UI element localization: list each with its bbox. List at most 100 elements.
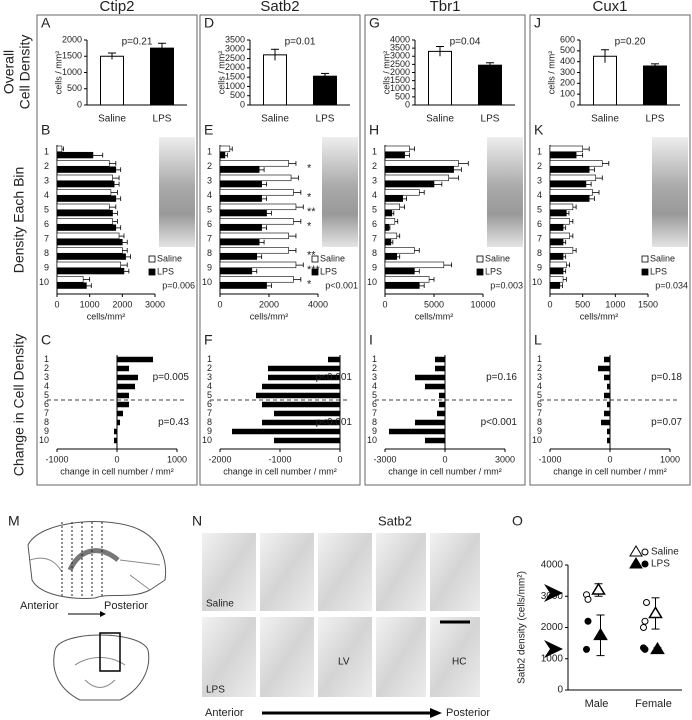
tissue-image	[318, 617, 372, 697]
bar	[117, 419, 120, 426]
bar	[313, 75, 337, 106]
bar	[56, 238, 123, 246]
y-tick-label: 6	[372, 219, 377, 229]
bar	[549, 267, 564, 275]
x-tick-label: LPS	[316, 114, 335, 125]
annotation: p<0.001	[325, 280, 358, 290]
bar	[219, 238, 260, 246]
x-tick-label: 1000	[80, 299, 100, 309]
bar	[256, 392, 340, 399]
y-tick-label: 7	[537, 234, 542, 244]
y-tick-label: 10	[39, 435, 49, 445]
panel-frame	[529, 14, 691, 486]
x-axis-label: change in cell number / mm²	[60, 466, 174, 476]
arrow-head	[544, 640, 563, 658]
panel-frame	[36, 14, 198, 486]
y-tick-label: 10	[532, 435, 542, 445]
x-tick-label: 0	[547, 299, 552, 309]
bar	[56, 232, 120, 240]
bar	[384, 267, 415, 275]
y-tick-label: 4	[537, 381, 542, 391]
x-tick-label: Saline	[591, 114, 619, 125]
x-tick-label: Saline	[426, 114, 454, 125]
y-tick-label: 1500	[62, 51, 82, 61]
y-tick-label: 4	[537, 190, 542, 200]
y-tick-label: 1500	[390, 75, 410, 85]
bar	[117, 392, 129, 399]
y-tick-label: 5	[537, 390, 542, 400]
y-axis-label: cells / mm²	[53, 51, 63, 95]
bar	[384, 174, 450, 182]
legend-label: Saline	[157, 253, 182, 263]
x-tick-label: 0	[217, 299, 222, 309]
y-tick-label: 4	[44, 381, 49, 391]
annotation: p=0.006	[162, 280, 195, 290]
y-tick-label: 3500	[225, 34, 245, 44]
arrow-head	[100, 611, 106, 617]
y-tick-label: 3	[207, 372, 212, 382]
panel-letter: G	[369, 15, 380, 31]
brain-coronal	[53, 634, 150, 701]
panel-letter: E	[204, 122, 213, 138]
bar	[601, 419, 610, 426]
point	[583, 645, 590, 653]
tissue-image	[376, 617, 426, 697]
point	[584, 595, 592, 603]
y-tick-label: 3000	[390, 51, 410, 61]
bar	[549, 145, 583, 153]
bar	[219, 166, 260, 173]
x-axis-label: change in cell number / mm²	[553, 466, 667, 476]
tissue-image	[430, 533, 480, 611]
panel-letter: J	[534, 15, 541, 31]
bar	[384, 261, 445, 269]
point	[584, 617, 592, 625]
brain-region	[67, 548, 120, 572]
panel-letter: F	[204, 332, 213, 348]
y-tick-label: 1000	[390, 83, 410, 93]
legend-swatch	[641, 255, 649, 263]
annotation: p=0.04	[450, 37, 481, 48]
bar	[549, 174, 597, 182]
bar	[117, 410, 123, 417]
bar	[607, 383, 610, 390]
legend-label: LPS	[651, 559, 670, 570]
mean-marker	[593, 627, 608, 641]
bar	[263, 54, 287, 106]
axis-label: Posterior	[446, 707, 490, 719]
bar	[439, 401, 445, 408]
bar	[219, 180, 262, 188]
bar	[56, 203, 110, 211]
x-tick-label: Saline	[261, 114, 289, 125]
legend-swatch	[311, 268, 319, 276]
tissue-image	[202, 533, 256, 611]
y-tick-label: 4000	[390, 34, 410, 44]
y-tick-label: 1000	[62, 67, 82, 77]
legend-marker	[641, 560, 649, 568]
legend-marker	[641, 548, 649, 556]
bar	[262, 401, 340, 408]
annotation: p=0.003	[490, 280, 523, 290]
bar	[117, 365, 129, 372]
y-tick-label: 1	[372, 354, 377, 364]
bar	[384, 209, 393, 217]
significance: **	[307, 250, 316, 262]
x-axis-label: cells/mm²	[580, 311, 619, 321]
y-tick-label: 500	[560, 45, 575, 55]
y-axis-label: cells / mm²	[546, 51, 556, 95]
y-tick-label: 7	[207, 408, 212, 418]
x-tick-label: LPS	[153, 114, 172, 125]
bar	[384, 276, 430, 283]
y-tick-label: 7	[372, 234, 377, 244]
bar	[478, 64, 502, 106]
y-tick-label: 9	[207, 426, 212, 436]
bar	[219, 189, 294, 196]
legend-swatch	[476, 268, 484, 276]
y-tick-label: 7	[537, 408, 542, 418]
x-axis-label: cells/mm²	[250, 311, 289, 321]
y-tick-label: 8	[372, 248, 377, 258]
x-tick-label: Male	[585, 698, 609, 710]
bar	[56, 195, 117, 202]
y-tick-label: 10	[532, 277, 542, 287]
y-tick-label: 3	[537, 176, 542, 186]
